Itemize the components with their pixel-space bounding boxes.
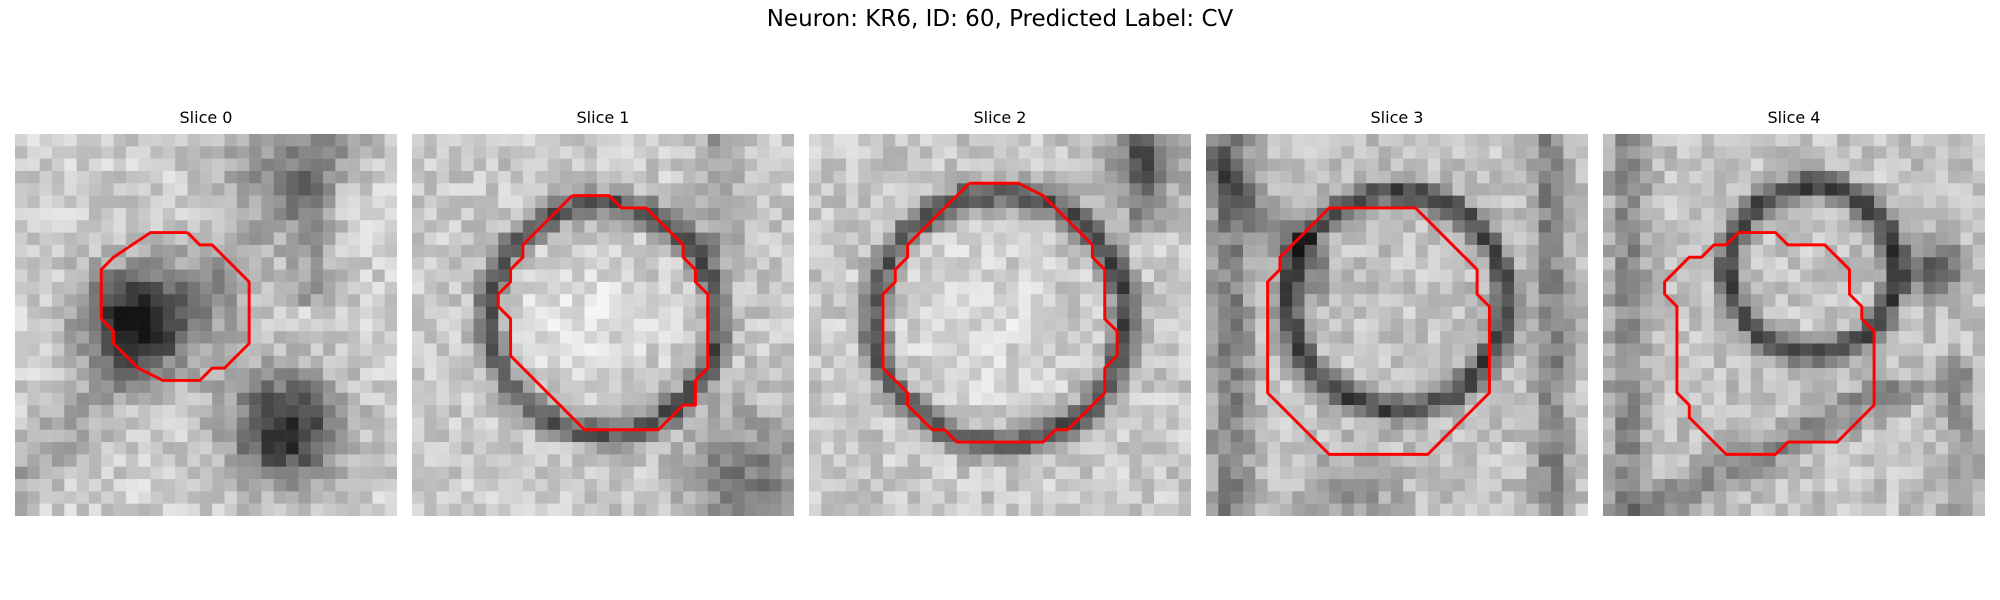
slice-image-4: [1603, 134, 1985, 516]
slice-title: Slice 0: [179, 108, 233, 127]
roi-contour: [496, 194, 710, 432]
roi-contour: [1266, 206, 1491, 456]
slice-image-2: [809, 134, 1191, 516]
figure-title: Neuron: KR6, ID: 60, Predicted Label: CV: [766, 6, 1234, 32]
slice-title: Slice 2: [973, 108, 1027, 127]
roi-contour: [881, 181, 1119, 444]
slice-image-0: [15, 134, 397, 516]
slice-image-3: [1206, 134, 1588, 516]
slice-image-1: [412, 134, 794, 516]
roi-contour: [1663, 231, 1876, 456]
slice-title: Slice 3: [1370, 108, 1424, 127]
slice-title: Slice 4: [1767, 108, 1821, 127]
roi-contour: [99, 231, 251, 382]
slice-title: Slice 1: [576, 108, 630, 127]
